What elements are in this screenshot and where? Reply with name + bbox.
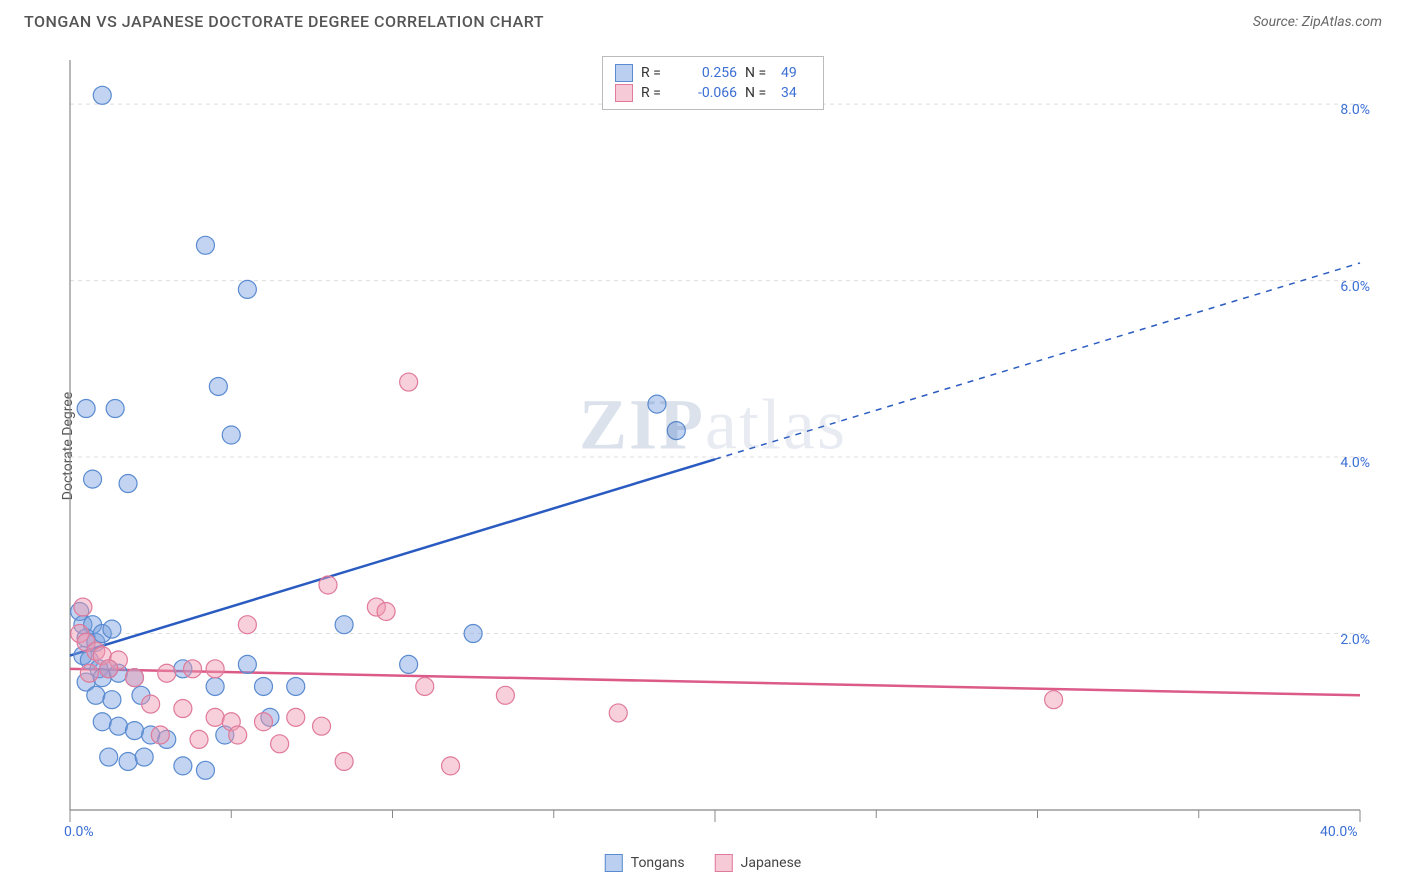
legend-r-label-0: R = [641,65,669,81]
chart-header: TONGAN VS JAPANESE DOCTORATE DEGREE CORR… [0,0,1406,39]
y-tick-label: 2.0% [1340,632,1370,648]
legend-n-label-0: N = [745,65,773,81]
legend-series-label-1: Japanese [741,855,802,871]
y-tick-label: 6.0% [1340,279,1370,295]
chart-title: TONGAN VS JAPANESE DOCTORATE DEGREE CORR… [24,12,544,31]
legend-r-value-1: -0.066 [677,85,737,101]
y-tick-label: 4.0% [1340,455,1370,471]
chart-area: ZIPatlas R = 0.256 N = 49 R = -0.066 N =… [50,50,1376,832]
x-tick-label: 0.0% [64,824,94,840]
legend-series-swatch-0 [605,854,623,872]
legend-correlation-row-0: R = 0.256 N = 49 [615,63,811,83]
legend-correlation: R = 0.256 N = 49 R = -0.066 N = 34 [602,56,824,110]
y-tick-label: 8.0% [1340,102,1370,118]
legend-swatch-0 [615,64,633,82]
legend-n-value-1: 34 [781,85,811,101]
legend-series-item-1: Japanese [715,854,802,872]
legend-series: Tongans Japanese [605,854,801,872]
scatter-chart [50,50,1376,832]
legend-r-label-1: R = [641,85,669,101]
legend-correlation-row-1: R = -0.066 N = 34 [615,83,811,103]
x-tick-label: 40.0% [1320,824,1358,840]
legend-n-value-0: 49 [781,65,811,81]
legend-series-item-0: Tongans [605,854,685,872]
legend-series-swatch-1 [715,854,733,872]
legend-swatch-1 [615,84,633,102]
legend-series-label-0: Tongans [631,855,685,871]
legend-n-label-1: N = [745,85,773,101]
chart-source: Source: ZipAtlas.com [1253,14,1382,30]
legend-r-value-0: 0.256 [677,65,737,81]
